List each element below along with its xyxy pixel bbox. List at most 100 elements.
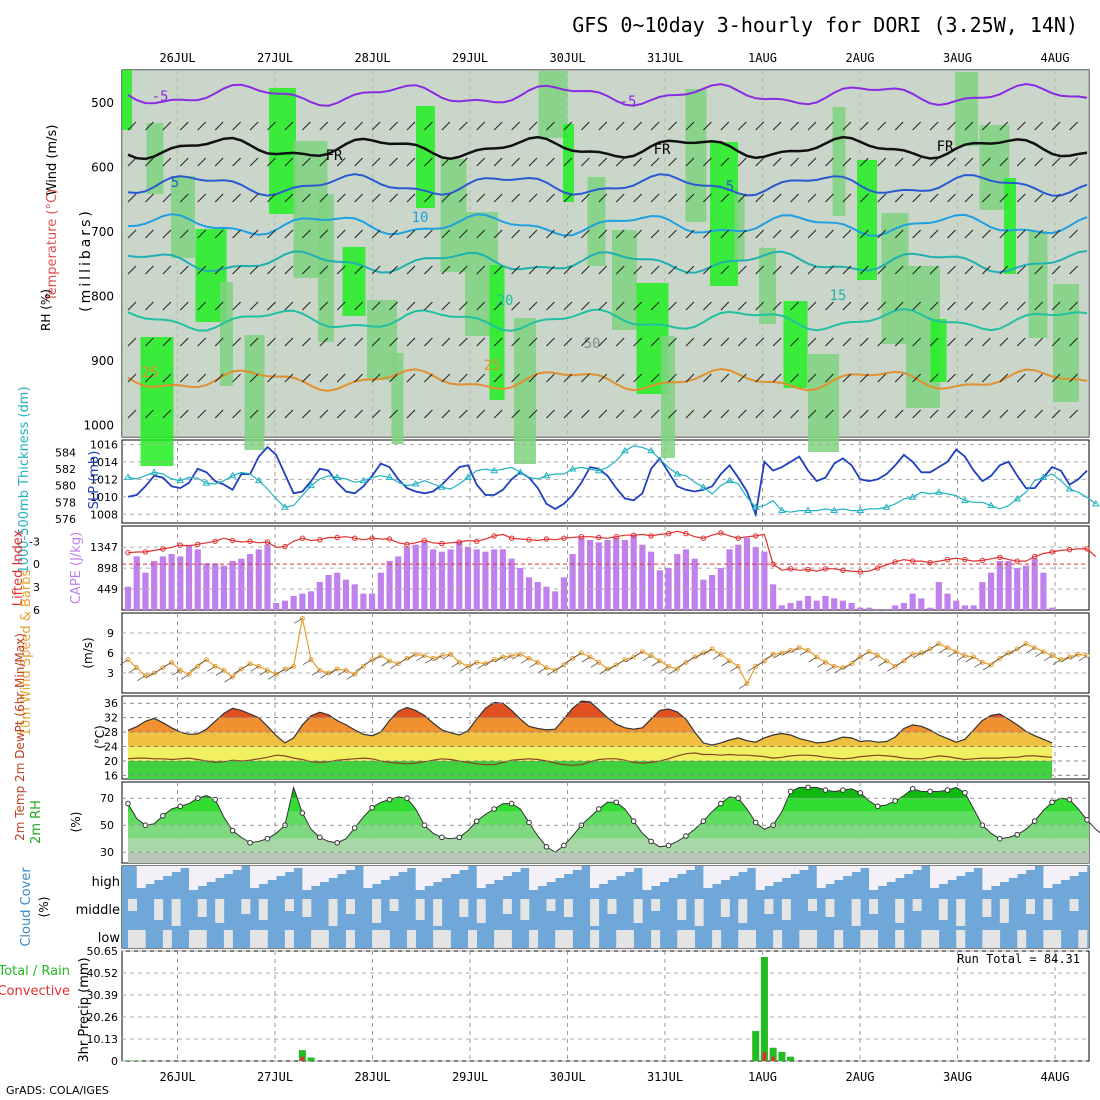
wind-axis-title-10m: 10m Wind Speed & Barbs — [19, 570, 34, 737]
wind-barb — [964, 301, 974, 311]
wind-barb — [563, 193, 573, 203]
cloud-mid-gap — [1069, 899, 1079, 911]
wind-barb — [668, 265, 677, 275]
lifted-index-marker — [282, 543, 288, 550]
wind-tick: 6 — [107, 647, 114, 660]
cape-bar — [212, 563, 219, 610]
cape-bar — [857, 607, 864, 610]
wind-barb — [929, 121, 939, 131]
wind-barb — [179, 373, 189, 383]
temperature-contour — [127, 250, 1088, 274]
wind-barb — [650, 265, 660, 275]
cloud-high-gap — [398, 866, 408, 872]
wind-barb — [1051, 121, 1061, 131]
cloud-high-gap — [703, 866, 713, 888]
cape-bar — [1049, 607, 1056, 610]
wind-barb — [214, 301, 224, 311]
wind-barb — [249, 337, 259, 347]
thickness-tick: 582 — [55, 463, 76, 476]
wind-marker — [753, 663, 759, 669]
surface-wind-barb — [337, 669, 347, 676]
surface-wind-barb — [520, 657, 530, 664]
wind-barb — [598, 337, 608, 347]
cape-bar — [709, 575, 716, 610]
rh-line — [127, 785, 1100, 853]
wind-marker — [761, 658, 767, 664]
wind-barb — [685, 301, 695, 311]
cloud-low-gap — [808, 930, 818, 948]
surface-wind-barb — [921, 648, 931, 655]
cape-bar — [342, 579, 350, 610]
cloud-high-gap — [790, 866, 800, 874]
cloud-high-gap — [206, 866, 216, 882]
wind-marker — [1040, 649, 1046, 655]
wind-barb — [162, 265, 172, 275]
precip-total-label: Total / Rain — [0, 964, 70, 979]
cape-bar — [517, 568, 524, 610]
surface-wind-barb — [163, 661, 172, 668]
rh-patch — [563, 124, 574, 202]
wind-barb — [162, 337, 172, 347]
thickness-marker — [333, 473, 342, 480]
thickness-marker — [1091, 499, 1100, 507]
wind-barb — [179, 265, 189, 275]
wind-barb — [302, 301, 311, 311]
wind-barb — [894, 157, 904, 167]
rh-tick: 50 — [100, 819, 114, 832]
wind-barb — [179, 409, 189, 419]
rh-patch — [685, 89, 707, 222]
surface-wind-barb — [329, 668, 338, 675]
cloud-high-gap — [450, 866, 460, 874]
wind-barb — [999, 301, 1009, 311]
cloud-mid-gap — [781, 899, 791, 920]
wind-barb — [598, 265, 608, 275]
wind-barb — [668, 229, 677, 239]
wind-barb — [232, 229, 241, 239]
surface-wind-barb — [599, 668, 608, 675]
rh-marker — [334, 839, 341, 846]
surface-wind-barb — [250, 665, 259, 672]
cape-bar — [822, 596, 829, 610]
thickness-tick: 584 — [55, 446, 76, 459]
cloud-low-gap — [468, 930, 478, 948]
wind-marker — [735, 663, 741, 669]
cloud-mid-gap — [633, 899, 643, 923]
wind-marker — [1058, 657, 1064, 663]
cape-bar — [273, 603, 280, 610]
cloud-low-gap — [1017, 930, 1027, 948]
wind-barb — [685, 229, 695, 239]
wind-barb — [703, 265, 712, 275]
cloud-high-gap — [930, 866, 940, 888]
lifted-index-marker — [875, 565, 881, 571]
cloud-low-gap — [136, 930, 146, 948]
thickness-marker — [830, 506, 839, 514]
cloud-high-gap — [720, 866, 730, 880]
wind-barb — [371, 193, 381, 203]
cloud-high-gap — [912, 866, 922, 870]
cloud-high-gap — [162, 866, 172, 876]
wind-marker — [125, 657, 131, 663]
cape-bar — [124, 586, 132, 610]
wind-barb — [894, 229, 904, 239]
wind-marker — [500, 654, 506, 660]
wind-barb — [458, 265, 468, 275]
wind-barb — [563, 373, 573, 383]
wind-barb — [493, 409, 503, 419]
wind-barb — [598, 409, 608, 419]
slp-tick: 1008 — [90, 508, 118, 521]
wind-barb — [615, 121, 625, 131]
wind-barb — [458, 229, 468, 239]
wind-barb — [284, 409, 294, 419]
wind-barb — [842, 301, 852, 311]
temp-tick: 20 — [104, 755, 118, 768]
cloud-high-gap — [685, 866, 695, 870]
wind-barb — [424, 337, 433, 347]
wind-marker — [1032, 645, 1038, 651]
wind-barb — [336, 193, 346, 203]
surface-wind-barb — [677, 661, 687, 668]
cape-bar — [874, 609, 881, 610]
rh-patch — [269, 88, 296, 214]
wind-barb — [772, 121, 782, 131]
rh-marker — [840, 787, 846, 793]
wind-barb — [546, 229, 555, 239]
